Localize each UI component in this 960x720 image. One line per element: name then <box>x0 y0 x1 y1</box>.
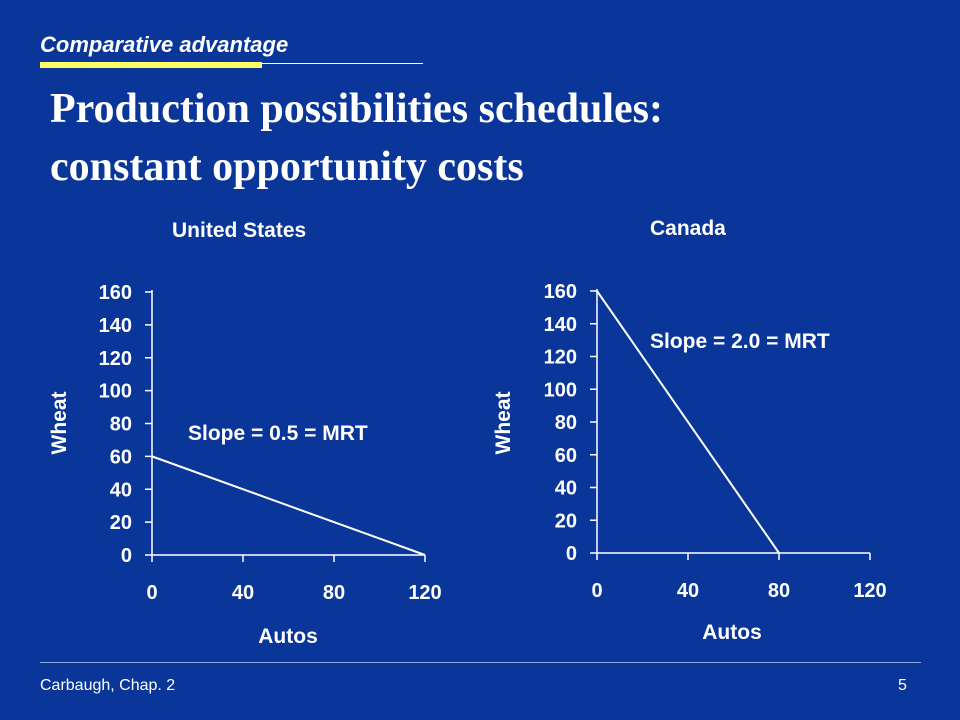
us-y-tick-label: 40 <box>110 479 132 501</box>
canada-chart: Canada 0 20 40 60 80 100 120 140 160 0 40 80 120 Autos… <box>460 200 920 660</box>
canada-x-tick-label: 80 <box>768 580 790 602</box>
us-x-axis-label: Autos <box>258 625 318 648</box>
us-slope-annotation: Slope = 0.5 = MRT <box>188 422 368 445</box>
canada-y-axis-label: Wheat <box>492 391 515 454</box>
canada-x-tick-label: 40 <box>677 580 699 602</box>
canada-y-tick-label: 80 <box>555 412 577 434</box>
us-x-tick-label: 40 <box>232 582 254 604</box>
us-y-tick-label: 160 <box>99 282 132 304</box>
slide-title-line2: constant opportunity costs <box>50 144 524 190</box>
canada-x-axis-label: Autos <box>702 621 762 644</box>
canada-y-tick-label: 120 <box>544 347 577 369</box>
section-label: Comparative advantage <box>40 32 289 57</box>
page-number: 5 <box>898 677 907 694</box>
us-x-tick-label: 80 <box>323 582 345 604</box>
slide-title: Production possibilities schedules: cons… <box>50 80 930 196</box>
canada-chart-svg: Canada 0 20 40 60 80 100 120 140 160 0 40 80 120 Autos… <box>492 217 887 644</box>
us-y-axis-label: Wheat <box>48 391 71 454</box>
us-y-tick-label: 140 <box>99 315 132 337</box>
canada-x-tick-label: 120 <box>853 580 886 602</box>
canada-slope-annotation: Slope = 2.0 = MRT <box>650 330 830 353</box>
slide-title-line1: Production possibilities schedules: <box>50 86 663 132</box>
us-y-tick-label: 100 <box>99 381 132 403</box>
canada-chart-title: Canada <box>650 217 726 240</box>
us-x-tick-label: 120 <box>408 582 441 604</box>
canada-y-tick-label: 40 <box>555 478 577 500</box>
us-y-tick-label: 80 <box>110 414 132 436</box>
us-chart-title: United States <box>172 219 306 242</box>
us-y-tick-label: 20 <box>110 512 132 534</box>
us-y-tick-label: 120 <box>99 348 132 370</box>
canada-y-tick-label: 140 <box>544 314 577 336</box>
footer-rule <box>40 662 921 663</box>
us-ppf-line <box>151 455 426 556</box>
canada-y-tick-label: 100 <box>544 379 577 401</box>
canada-y-tick-label: 20 <box>555 510 577 532</box>
us-y-tick-label: 60 <box>110 446 132 468</box>
footer-source: Carbaugh, Chap. 2 <box>40 677 176 694</box>
us-chart-svg: United States 0 20 40 60 80 100 120 140 160 0 40 80 1… <box>48 219 442 648</box>
canada-y-tick-label: 160 <box>544 281 577 303</box>
canada-ppf-line <box>596 290 780 554</box>
canada-y-tick-label: 0 <box>566 543 577 565</box>
us-y-tick-label: 0 <box>121 545 132 567</box>
canada-y-tick-label: 60 <box>555 445 577 467</box>
us-chart: United States 0 20 40 60 80 100 120 140 160 0 40 80 1… <box>20 200 480 660</box>
section-accent-bar <box>40 62 262 68</box>
us-x-tick-label: 0 <box>146 582 157 604</box>
canada-x-tick-label: 0 <box>591 580 602 602</box>
